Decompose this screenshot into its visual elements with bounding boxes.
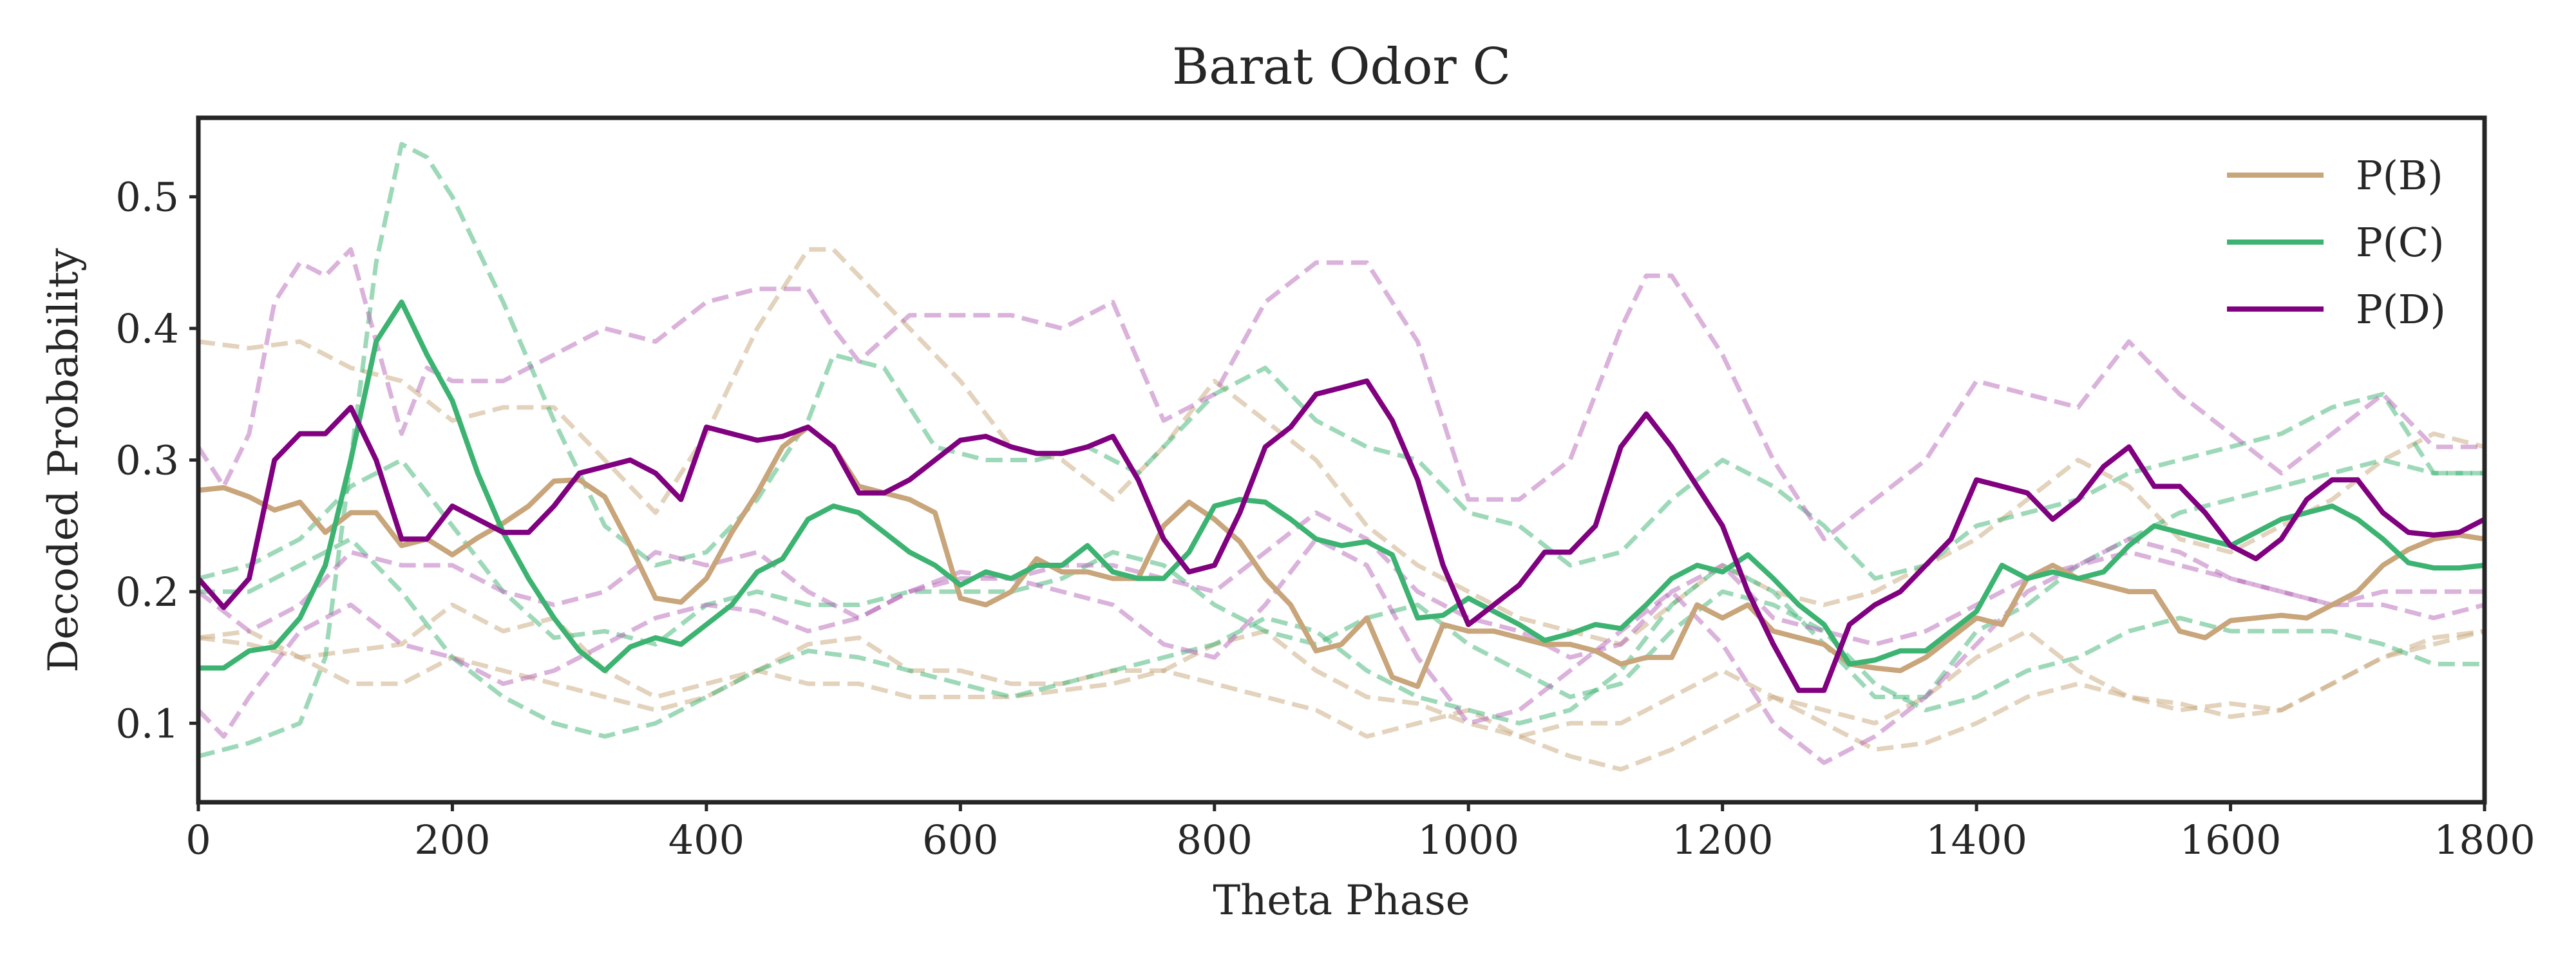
series-line-pb — [198, 424, 2485, 690]
y-tick-label: 0.1 — [115, 700, 179, 747]
legend: P(B) P(C) P(D) — [2227, 152, 2446, 333]
legend-label: P(D) — [2356, 286, 2446, 333]
series-line-pd — [196, 378, 2486, 693]
series-line-dashed-7 — [198, 458, 2485, 713]
series-line-dashed-8 — [198, 458, 2485, 739]
x-tick-label: 1600 — [2180, 816, 2282, 863]
y-tick-label: 0.4 — [115, 305, 179, 352]
y-axis-label: Decoded Probability — [40, 248, 88, 672]
y-tick-label: 0.2 — [115, 569, 179, 616]
legend-label: P(B) — [2356, 152, 2443, 199]
x-tick-label: 1400 — [1926, 816, 2027, 863]
x-tick-label: 1000 — [1417, 816, 1519, 863]
axes-layer: 0 200 400 600 800 1000 1200 1400 1600 1800 0.1 0.2 0… — [115, 174, 2535, 863]
y-tick-label: 0.3 — [115, 437, 179, 484]
y-tick-label: 0.5 — [115, 174, 179, 221]
x-tick-label: 0 — [185, 816, 211, 863]
series-line-pc — [198, 299, 2485, 673]
x-tick-label: 600 — [922, 816, 998, 863]
series-layer — [196, 142, 2486, 772]
x-tick-label: 800 — [1177, 816, 1253, 863]
series-line-dashed-3 — [198, 247, 2485, 647]
series-line-dashed-11 — [196, 536, 2485, 766]
x-tick-label: 200 — [414, 816, 490, 863]
series-line-dashed-10 — [196, 510, 2485, 660]
series-line-dashed-5 — [198, 628, 2485, 752]
series-line-dashed-4 — [198, 602, 2485, 772]
series-line-dashed-9 — [196, 247, 2485, 541]
series-line-dashed-6 — [198, 142, 2485, 758]
plot-area-frame — [196, 115, 2487, 805]
x-tick-label: 400 — [668, 816, 744, 863]
legend-label: P(C) — [2356, 219, 2445, 266]
x-axis-label: Theta Phase — [1213, 877, 1470, 925]
x-tick-label: 1800 — [2434, 816, 2535, 863]
chart-title: Barat Odor C — [1172, 38, 1511, 96]
x-tick-label: 1200 — [1672, 816, 1774, 863]
